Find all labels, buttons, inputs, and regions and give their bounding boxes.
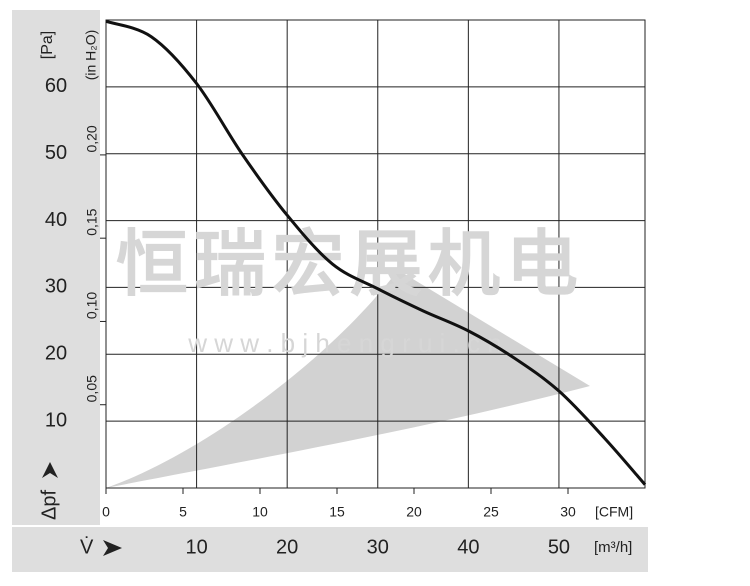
x-tick-label: 10 bbox=[185, 536, 207, 558]
watermark-url: w w w . b j h e n g r u i . c n bbox=[187, 328, 502, 358]
x2-unit: [CFM] bbox=[595, 504, 633, 520]
x2-tick-label: 5 bbox=[179, 504, 187, 520]
y-tick-label: 60 bbox=[45, 75, 67, 97]
x-unit: [m³/h] bbox=[594, 539, 632, 556]
operating-range bbox=[106, 270, 590, 488]
y-arrow bbox=[42, 462, 58, 478]
x-tick-label: 50 bbox=[548, 536, 570, 558]
y2-unit: (in H₂O) bbox=[83, 30, 99, 81]
x2-tick-label: 20 bbox=[406, 504, 422, 520]
curve bbox=[105, 19, 647, 486]
y-tick-label: 10 bbox=[45, 409, 67, 431]
x2-tick-label: 30 bbox=[560, 504, 576, 520]
x2-tick-label: 15 bbox=[329, 504, 345, 520]
x2-tick-label: 10 bbox=[252, 504, 268, 520]
x-tick-label: 30 bbox=[367, 536, 389, 558]
y2-tick-label: 0,15 bbox=[84, 208, 100, 235]
x-symbol: V̇ bbox=[80, 536, 94, 558]
plot-frame bbox=[105, 19, 646, 489]
x-tick-label: 40 bbox=[457, 536, 479, 558]
x2-tick-label: 0 bbox=[102, 504, 110, 520]
y-tick-label: 20 bbox=[45, 343, 67, 365]
y-tick-label: 30 bbox=[45, 276, 67, 298]
y-tick-label: 40 bbox=[45, 209, 67, 231]
y2-tick-label: 0,10 bbox=[84, 292, 100, 319]
y-unit: [Pa] bbox=[39, 31, 56, 59]
y-tick-label: 50 bbox=[45, 142, 67, 164]
watermark: 恒瑞宏展机电 bbox=[116, 225, 584, 305]
x-arrow bbox=[103, 540, 122, 556]
y2-tick-label: 0,20 bbox=[84, 125, 100, 152]
y2-tick-label: 0,05 bbox=[84, 375, 100, 402]
y-band bbox=[12, 10, 100, 525]
x2-tick-label: 25 bbox=[483, 504, 499, 520]
x-tick-label: 20 bbox=[276, 536, 298, 558]
y-symbol: Δpf bbox=[38, 490, 60, 520]
